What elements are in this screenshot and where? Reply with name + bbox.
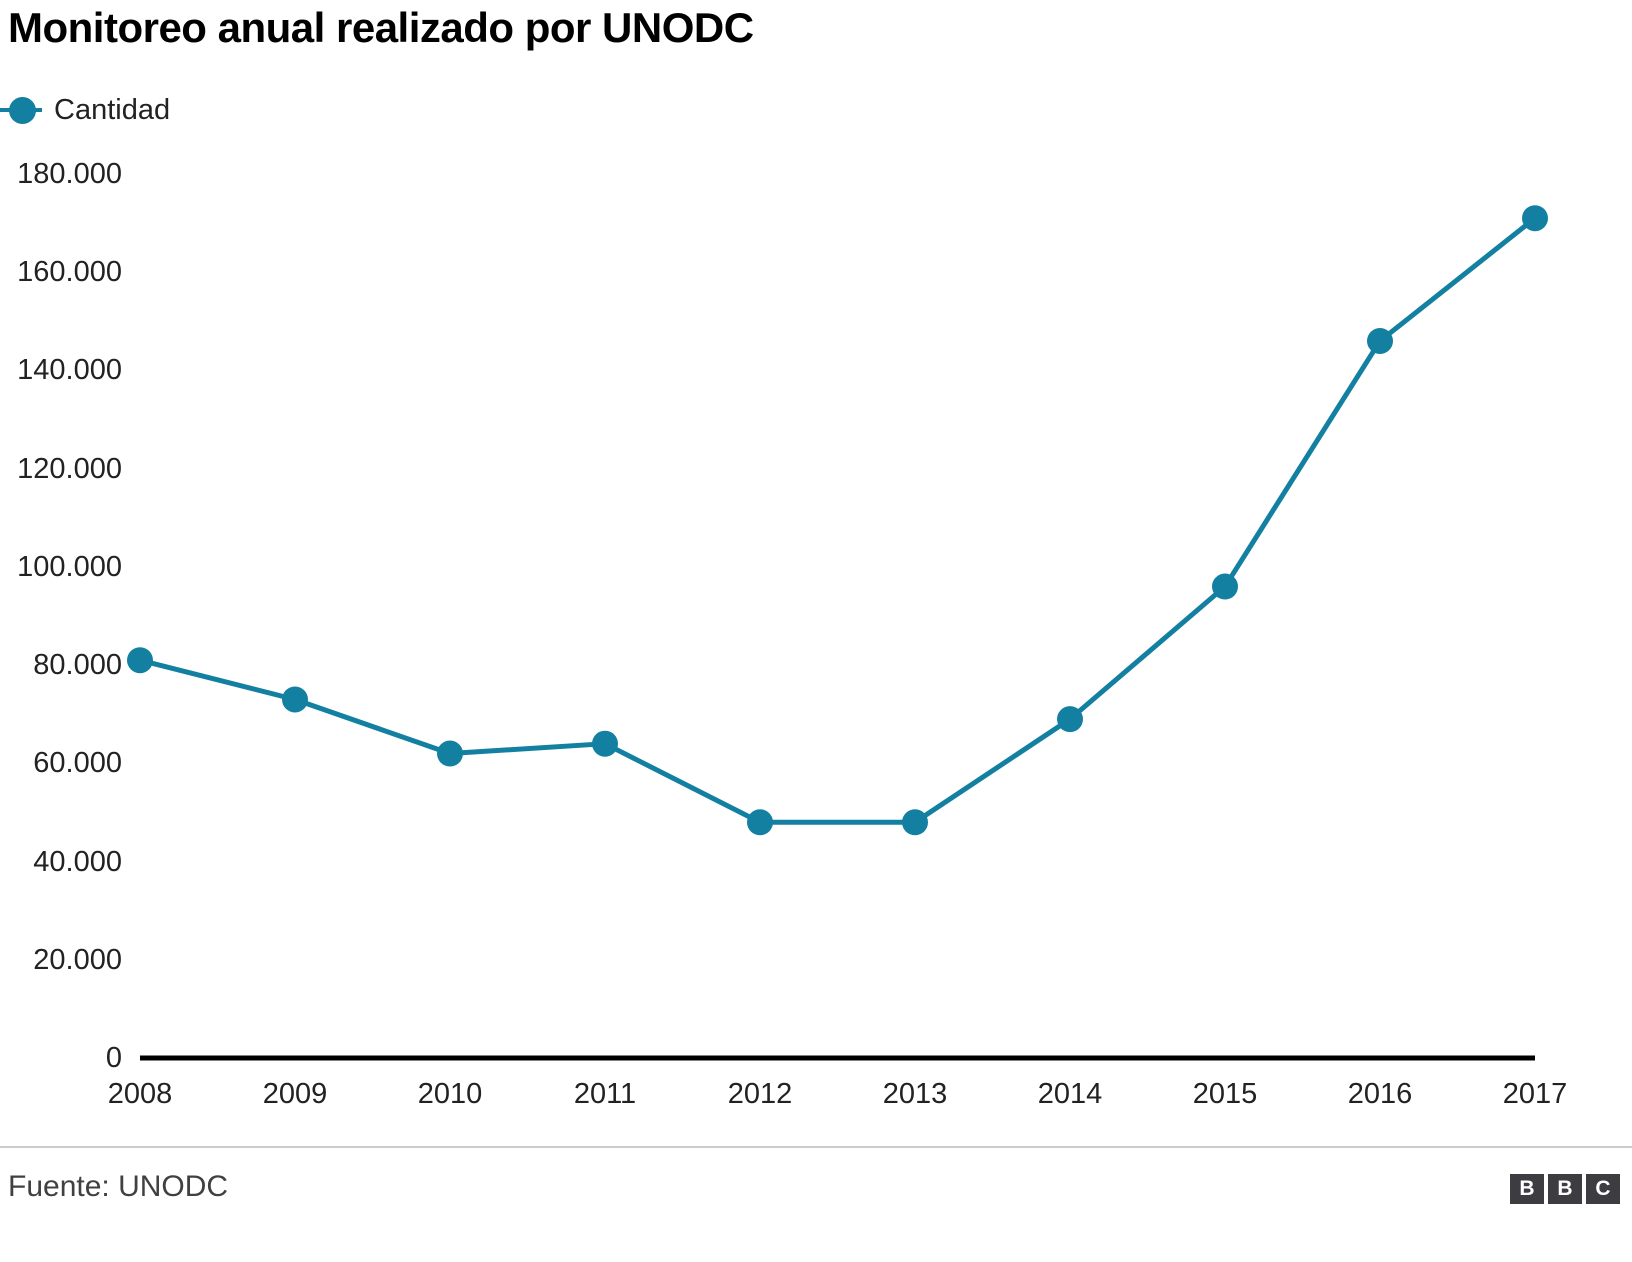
y-tick-label: 20.000 xyxy=(33,943,122,976)
bbc-logo-block: B xyxy=(1510,1174,1544,1204)
x-tick-label: 2017 xyxy=(1502,1078,1568,1110)
data-point xyxy=(1522,205,1548,232)
x-tick-label: 2010 xyxy=(417,1078,483,1110)
y-tick-label: 120.000 xyxy=(17,452,122,485)
data-point xyxy=(1057,706,1083,733)
source-text: Fuente: UNODC xyxy=(8,1170,229,1203)
y-tick-label: 0 xyxy=(105,1042,122,1074)
data-point xyxy=(592,730,618,757)
footer-divider xyxy=(0,1146,1632,1148)
x-tick-label: 2013 xyxy=(882,1078,948,1110)
x-tick-label: 2009 xyxy=(262,1078,328,1110)
y-tick-label: 140.000 xyxy=(17,354,122,387)
data-point xyxy=(902,809,928,836)
chart-title: Monitoreo anual realizado por UNODC xyxy=(8,4,754,51)
y-tick-label: 40.000 xyxy=(33,845,122,878)
legend-label: Cantidad xyxy=(54,93,171,126)
y-tick-label: 60.000 xyxy=(33,747,122,780)
y-tick-label: 80.000 xyxy=(33,649,122,682)
data-point xyxy=(747,809,773,836)
x-tick-label: 2012 xyxy=(727,1078,793,1110)
x-tick-label: 2015 xyxy=(1192,1078,1258,1110)
data-point xyxy=(127,647,153,674)
data-point xyxy=(437,740,463,767)
line-series xyxy=(137,215,1538,825)
legend-line-dot-icon xyxy=(0,92,42,128)
x-tick-label: 2016 xyxy=(1347,1078,1413,1110)
data-point xyxy=(1367,327,1393,354)
y-tick-label: 180.000 xyxy=(17,158,122,190)
x-tick-label: 2008 xyxy=(107,1078,173,1110)
bbc-logo-block: B xyxy=(1548,1174,1582,1204)
data-point xyxy=(1212,573,1238,600)
bbc-logo-block: C xyxy=(1586,1174,1620,1204)
x-tick-label: 2014 xyxy=(1037,1078,1103,1110)
data-point xyxy=(282,686,308,713)
y-tick-label: 160.000 xyxy=(17,256,122,289)
y-tick-label: 100.000 xyxy=(17,550,122,583)
x-tick-label: 2011 xyxy=(573,1078,637,1110)
legend: Cantidad xyxy=(0,92,170,128)
